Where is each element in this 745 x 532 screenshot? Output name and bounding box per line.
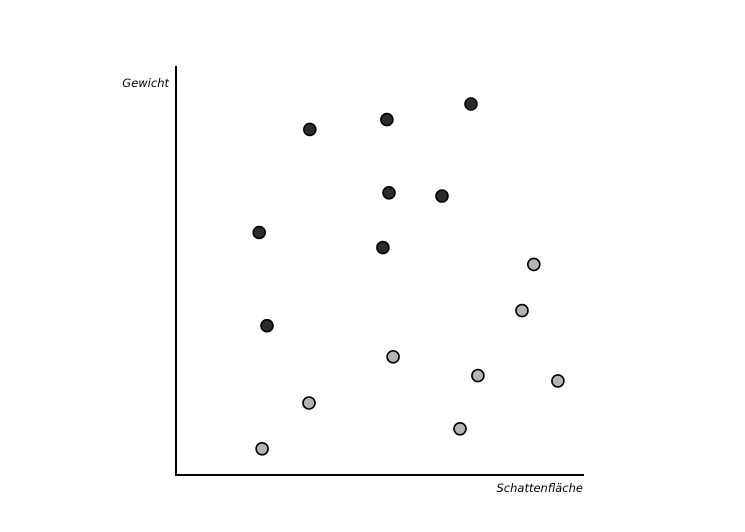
data-points [252, 97, 565, 456]
data-point-s2-6 [302, 396, 316, 410]
x-axis-label: Schattenfläche [496, 481, 583, 495]
data-point-s1-1 [302, 122, 317, 137]
data-point-s2-3 [386, 349, 400, 364]
data-point-s2-8 [255, 441, 269, 456]
data-point-s1-7 [376, 240, 390, 255]
y-axis-label: Gewicht [122, 76, 169, 90]
data-point-s2-5 [551, 374, 565, 388]
axes [175, 66, 584, 476]
data-point-s1-2 [380, 112, 394, 127]
data-point-s1-8 [260, 318, 274, 333]
data-point-s2-7 [453, 421, 467, 436]
data-point-s2-1 [526, 257, 541, 272]
data-point-s2-2 [515, 303, 529, 318]
data-point-s2-4 [471, 368, 485, 383]
data-point-s1-5 [435, 189, 449, 203]
data-point-s1-3 [464, 97, 478, 111]
data-point-s1-4 [382, 186, 396, 200]
data-point-s1-6 [252, 225, 267, 240]
